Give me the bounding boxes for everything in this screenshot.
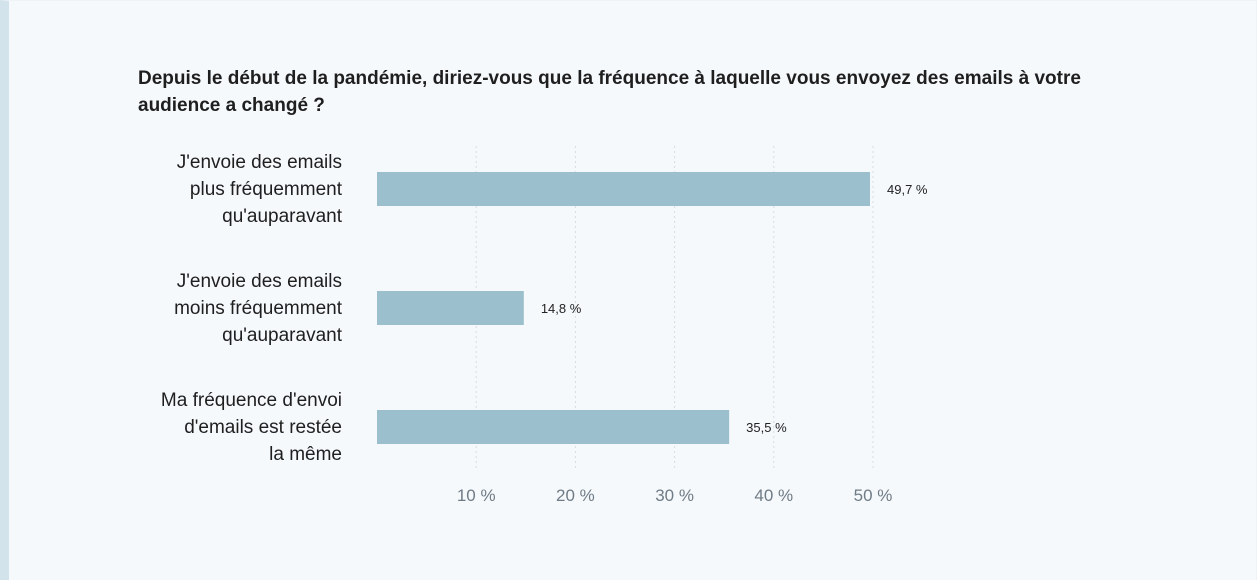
chart-title: Depuis le début de la pandémie, diriez-v… [138,68,1081,116]
category-label-3-line-3: la même [269,444,342,465]
category-label-1-line-1: J'envoie des emails [177,152,342,173]
category-label-2-line-2: moins fréquemment [174,298,343,319]
x-tick-label-20: 20 % [556,486,595,505]
category-label-2-line-3: qu'auparavant [222,325,343,346]
bar-3 [377,410,730,444]
x-tick-label-40: 40 % [754,486,793,505]
category-label-2-line-1: J'envoie des emails [177,271,342,292]
category-label-3-line-1: Ma fréquence d'envoi [161,390,342,411]
x-tick-label-10: 10 % [457,486,496,505]
bar-1 [377,172,871,206]
x-tick-label-50: 50 % [854,486,893,505]
bar-2 [377,291,524,325]
bar-value-label-2: 14,8 % [541,301,582,316]
x-tick-label-30: 30 % [655,486,694,505]
bar-value-label-1: 49,7 % [887,182,928,197]
category-label-1-line-3: qu'auparavant [222,206,343,227]
bar-value-label-3: 35,5 % [746,420,787,435]
bar-chart: 49,7 % 14,8 % 35,5 % J'envoie des emails plu… [161,146,928,505]
category-label-1-line-2: plus fréquemment [190,179,343,200]
category-label-3-line-2: d'emails est restée [184,417,342,438]
